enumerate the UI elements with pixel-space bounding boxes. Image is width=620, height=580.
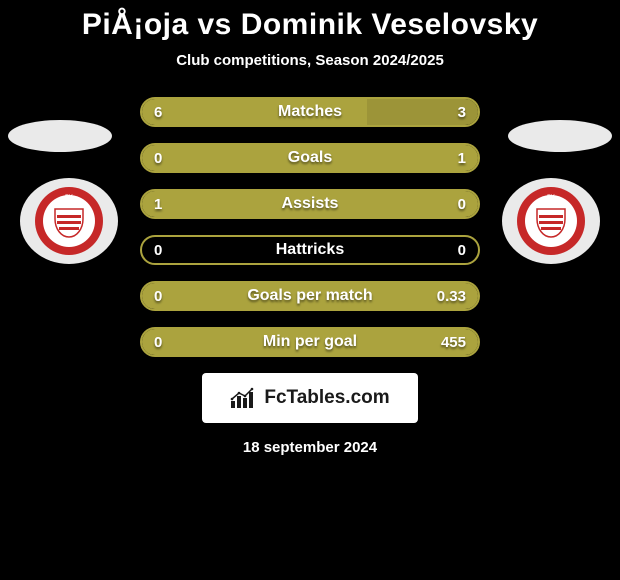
stat-value-right: 1: [458, 150, 466, 167]
stat-label: Goals per match: [142, 287, 478, 305]
stat-row: Assists1 0: [140, 189, 480, 219]
svg-text:FK: FK: [547, 195, 556, 201]
stat-value-right: 3: [458, 104, 466, 121]
stat-row: Goals per match0 0.33: [140, 281, 480, 311]
stat-value-left: 6: [154, 104, 162, 121]
subtitle: Club competitions, Season 2024/2025: [0, 52, 620, 69]
date-text: 18 september 2024: [0, 439, 620, 456]
player-right-avatar-small: [508, 120, 612, 152]
stat-value-left: 0: [154, 242, 162, 259]
player-left-club-avatar: FK DUKLA: [20, 178, 118, 264]
stat-label: Hattricks: [142, 241, 478, 259]
player-left-avatar-small: [8, 120, 112, 152]
svg-text:FK: FK: [65, 195, 74, 201]
stat-label: Goals: [142, 149, 478, 167]
stat-value-left: 0: [154, 150, 162, 167]
stat-value-right: 0: [458, 196, 466, 213]
player-right-club-avatar: FK DUKLA: [502, 178, 600, 264]
stat-value-left: 0: [154, 334, 162, 351]
stat-row: Min per goal0 455: [140, 327, 480, 357]
brand-chart-icon: [230, 387, 258, 409]
stat-label: Min per goal: [142, 333, 478, 351]
stats-container: Matches63Goals01Assists10Hattricks00Goal…: [140, 97, 480, 357]
stat-label: Assists: [142, 195, 478, 213]
stat-value-left: 0: [154, 288, 162, 305]
stat-row: Hattricks0 0: [140, 235, 480, 265]
club-logo-right: FK DUKLA: [515, 185, 587, 257]
stat-value-right: 0: [458, 242, 466, 259]
stat-label: Matches: [142, 103, 478, 121]
stat-value-right: 455: [441, 334, 466, 351]
svg-text:DUKLA: DUKLA: [59, 202, 81, 208]
stat-value-left: 1: [154, 196, 162, 213]
stat-row: Matches6 3: [140, 97, 480, 127]
stat-value-right: 0.33: [437, 288, 466, 305]
svg-text:DUKLA: DUKLA: [541, 202, 563, 208]
brand-text: FcTables.com: [264, 387, 389, 409]
page-title: PiÅ¡oja vs Dominik Veselovsky: [0, 8, 620, 42]
club-logo-left: FK DUKLA: [33, 185, 105, 257]
brand-box: FcTables.com: [202, 373, 418, 423]
stat-row: Goals0 1: [140, 143, 480, 173]
